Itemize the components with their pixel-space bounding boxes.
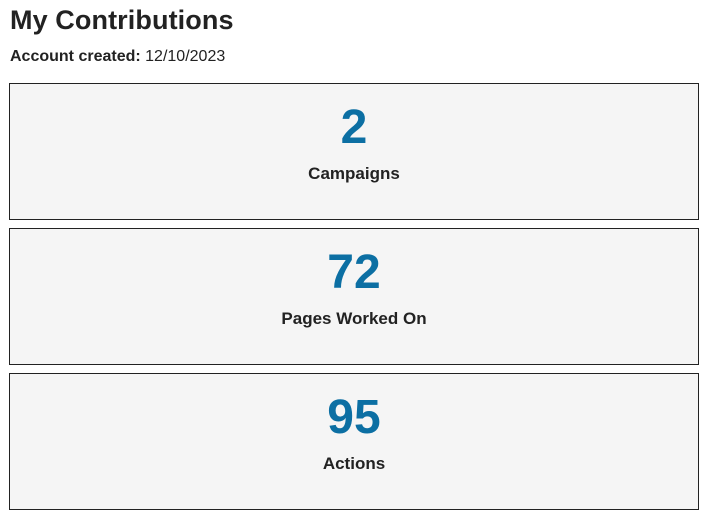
stat-card-campaigns: 2 Campaigns [9,83,699,220]
stat-card-pages-worked-on: 72 Pages Worked On [9,228,699,365]
stat-label-actions: Actions [322,454,386,473]
account-created-line: Account created: 12/10/2023 [10,47,225,67]
stat-value-actions: 95 [327,391,381,444]
account-created-label: Account created: [10,48,141,65]
stat-value-campaigns: 2 [340,101,368,154]
account-created-value: 12/10/2023 [145,48,226,65]
stat-card-actions: 95 Actions [9,373,699,510]
stat-label-campaigns: Campaigns [308,164,400,183]
stat-value-pages-worked-on: 72 [327,246,381,299]
page-title: My Contributions [10,5,234,35]
stats-list: 2 Campaigns 72 Pages Worked On 95 Action… [9,83,699,518]
stat-label-pages-worked-on: Pages Worked On [281,309,427,328]
